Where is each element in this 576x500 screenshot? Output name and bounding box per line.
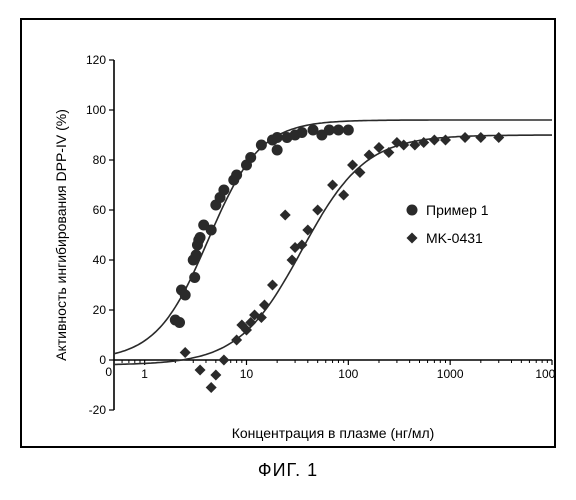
svg-text:80: 80 <box>93 153 107 167</box>
figure-container: -200204060801001201101001000100000 Приме… <box>0 0 576 500</box>
svg-text:100: 100 <box>338 367 358 381</box>
svg-text:Активность ингибирования DPP-I: Активность ингибирования DPP-IV (%) <box>53 109 69 361</box>
svg-text:Концентрация в плазме (нг/мл): Концентрация в плазме (нг/мл) <box>232 425 435 441</box>
chart-svg: -200204060801001201101001000100000 Приме… <box>22 20 554 446</box>
svg-text:60: 60 <box>93 203 107 217</box>
svg-text:MK-0431: MK-0431 <box>426 230 483 246</box>
svg-text:1: 1 <box>141 367 148 381</box>
svg-text:1000: 1000 <box>437 367 464 381</box>
svg-text:-20: -20 <box>89 403 107 417</box>
chart-frame: -200204060801001201101001000100000 Приме… <box>20 18 556 448</box>
svg-text:40: 40 <box>93 253 107 267</box>
svg-text:120: 120 <box>86 53 106 67</box>
svg-text:10000: 10000 <box>535 367 554 381</box>
svg-text:Пример 1: Пример 1 <box>426 202 489 218</box>
figure-caption: ФИГ. 1 <box>0 460 576 481</box>
svg-text:10: 10 <box>240 367 254 381</box>
svg-text:0: 0 <box>105 365 112 379</box>
svg-text:20: 20 <box>93 303 107 317</box>
svg-text:100: 100 <box>86 103 106 117</box>
